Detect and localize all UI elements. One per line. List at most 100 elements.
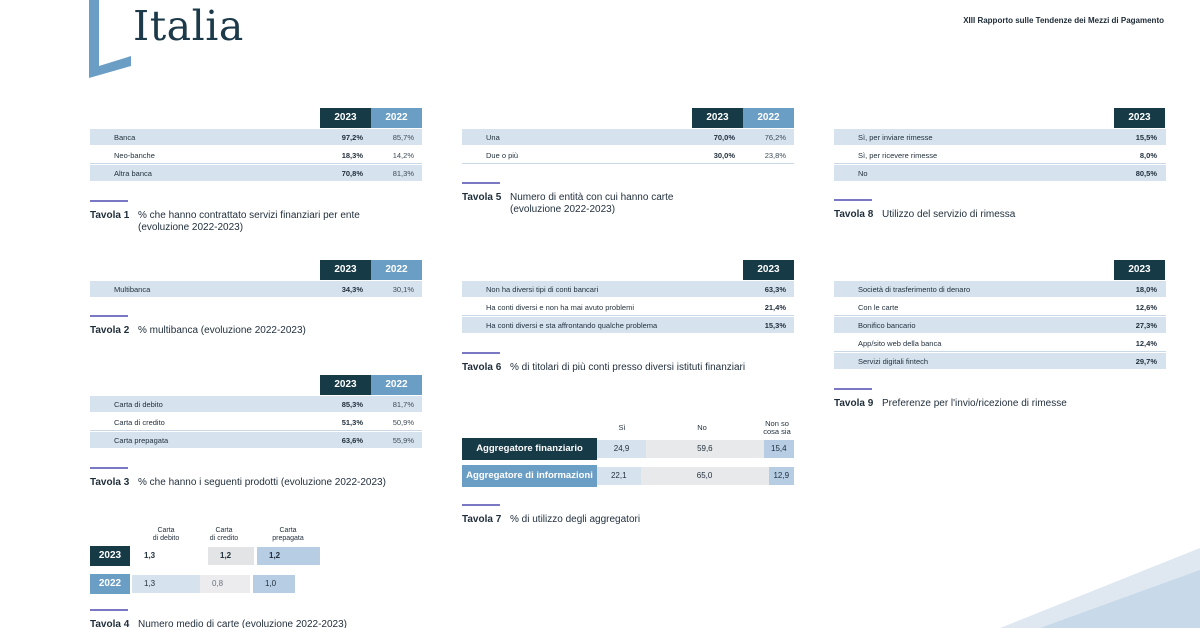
table-row: Sì, per ricevere rimesse 8,0% — [834, 147, 1166, 164]
year-header-2023: 2023 — [320, 108, 371, 128]
table-row: Carta di debito 85,3% 81,7% — [90, 396, 422, 413]
value-2023: 63,3% — [764, 285, 786, 294]
table-row: Non ha diversi tipi di conti bancari 63,… — [462, 281, 794, 298]
table-row: Multibanca 34,3% 30,1% — [90, 281, 422, 298]
row-label: Carta di credito — [114, 418, 165, 427]
value-cell: 1,3 — [132, 547, 192, 565]
segment-non-so: 12,9 — [768, 467, 794, 485]
caption-rule — [462, 182, 500, 184]
segment-non-so: 15,4 — [763, 440, 794, 458]
year-header-2023: 2023 — [320, 260, 371, 280]
row-label: Banca — [114, 133, 136, 142]
value-2022: 81,3% — [392, 169, 414, 178]
value-2023: 15,5% — [1135, 133, 1157, 142]
year-header-2022: 2022 — [371, 108, 422, 128]
table-8: 2023 Sì, per inviare rimesse 15,5% Sì, p… — [834, 108, 1166, 188]
row-label: Carta di debito — [114, 400, 163, 409]
segment-si: 22,1 — [597, 467, 641, 485]
row-label: Altra banca — [114, 169, 152, 178]
value-2023: 70,8% — [341, 169, 363, 178]
year-header-2022: 2022 — [371, 260, 422, 280]
value-2023: 70,0% — [713, 133, 735, 142]
value-cell: 1,3 — [132, 575, 207, 593]
row-label: Ha conti diversi e sta affrontando qualc… — [486, 321, 658, 330]
value-2023: 85,3% — [341, 400, 363, 409]
table-5: 2023 2022 Una 70,0% 76,2% Due o più 30,0… — [462, 108, 794, 168]
table-row: Società di trasferimento di denaro 18,0% — [834, 281, 1166, 298]
value-2022: 50,9% — [392, 418, 414, 427]
table-caption: % che hanno contrattato servizi finanzia… — [138, 210, 360, 233]
value-2023: 34,3% — [341, 285, 363, 294]
year-label-2023: 2023 — [90, 546, 130, 566]
table-row: Ha conti diversi e sta affrontando qualc… — [462, 317, 794, 334]
table-6: 2023 Non ha diversi tipi di conti bancar… — [462, 260, 794, 340]
col-header-no: No — [697, 423, 707, 432]
table-row: Servizi digitali fintech 29,7% — [834, 353, 1166, 370]
segment-no: 65,0 — [640, 467, 769, 485]
row-label: Sì, per ricevere rimesse — [858, 151, 938, 160]
value-2022: 81,7% — [392, 400, 414, 409]
table-9: 2023 Società di trasferimento di denaro … — [834, 260, 1166, 372]
row-label: Società di trasferimento di denaro — [858, 285, 971, 294]
table-row: Sì, per inviare rimesse 15,5% — [834, 129, 1166, 146]
row-label: Con le carte — [858, 303, 899, 312]
value-2023: 21,4% — [764, 303, 786, 312]
table-caption: Utilizzo del servizio di rimessa — [882, 209, 1016, 220]
year-header-2023: 2023 — [1114, 260, 1165, 280]
table-number: Tavola 3 — [90, 477, 130, 488]
value-2022: 76,2% — [764, 133, 786, 142]
value-2023: 80,5% — [1135, 169, 1157, 178]
row-label: Neo-banche — [114, 151, 155, 160]
value-2022: 23,8% — [764, 151, 786, 160]
value-cell: 1,0 — [253, 575, 295, 593]
caption-rule — [834, 199, 872, 201]
row-label: Una — [486, 133, 500, 142]
table-number: Tavola 7 — [462, 514, 502, 525]
table-row: Ha conti diversi e non ha mai avuto prob… — [462, 299, 794, 316]
col-header: Carta di debito — [152, 527, 180, 542]
value-2023: 18,3% — [341, 151, 363, 160]
row-label: Carta prepagata — [114, 436, 169, 445]
value-2023: 97,2% — [341, 133, 363, 142]
col-header: Carta prepagata — [272, 527, 304, 542]
caption-rule — [462, 352, 500, 354]
table-row: App/sito web della banca 12,4% — [834, 335, 1166, 352]
value-2023: 63,6% — [341, 436, 363, 445]
table-number: Tavola 2 — [90, 325, 130, 336]
report-title: XIII Rapporto sulle Tendenze dei Mezzi d… — [963, 16, 1164, 25]
page-title: Italia — [133, 2, 244, 50]
caption-rule — [462, 504, 500, 506]
year-label-2022: 2022 — [90, 574, 130, 594]
value-2023: 8,0% — [1139, 151, 1157, 160]
year-header-2023: 2023 — [692, 108, 743, 128]
value-cell: 1,2 — [208, 547, 254, 565]
value-2022: 85,7% — [392, 133, 414, 142]
value-2023: 51,3% — [341, 418, 363, 427]
table-row: Due o più 30,0% 23,8% — [462, 147, 794, 164]
row-label: App/sito web della banca — [858, 339, 942, 348]
value-2023: 12,6% — [1135, 303, 1157, 312]
table-row: Carta di credito 51,3% 50,9% — [90, 414, 422, 431]
row-label: Sì, per inviare rimesse — [858, 133, 933, 142]
table-3: 2023 2022 Carta di debito 85,3% 81,7% Ca… — [90, 375, 422, 455]
table-number: Tavola 4 — [90, 619, 130, 628]
value-cell: 0,8 — [200, 575, 250, 593]
caption-rule — [834, 388, 872, 390]
value-2023: 29,7% — [1135, 357, 1157, 366]
year-header-2023: 2023 — [320, 375, 371, 395]
value-2023: 18,0% — [1135, 285, 1157, 294]
caption-rule — [90, 200, 128, 202]
caption-rule — [90, 467, 128, 469]
table-number: Tavola 6 — [462, 362, 502, 373]
row-label: Due o più — [486, 151, 519, 160]
caption-rule — [90, 315, 128, 317]
table-caption: % di titolari di più conti presso divers… — [510, 362, 746, 373]
table-caption: Preferenze per l'invio/ricezione di rime… — [882, 398, 1067, 409]
row-label-aggregatore-finanziario: Aggregatore finanziario — [462, 438, 597, 460]
table-caption: % che hanno i seguenti prodotti (evoluzi… — [138, 477, 386, 488]
row-label: Ha conti diversi e non ha mai avuto prob… — [486, 303, 634, 312]
col-header-si: Sì — [618, 423, 626, 432]
table-row: Carta prepagata 63,6% 55,9% — [90, 432, 422, 449]
col-header: Carta di credito — [209, 527, 239, 542]
table-row: No 80,5% — [834, 165, 1166, 182]
